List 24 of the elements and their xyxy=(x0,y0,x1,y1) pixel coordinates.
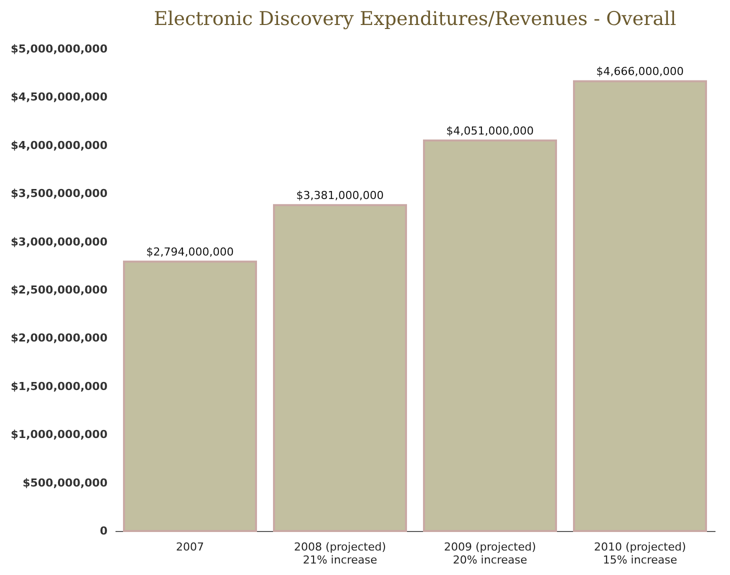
y-tick-label: $3,500,000,000 xyxy=(10,187,108,200)
x-tick-label: 2008 (projected) 21% increase xyxy=(294,540,386,566)
y-tick-label: $2,500,000,000 xyxy=(10,284,108,296)
y-tick-label: $4,000,000,000 xyxy=(10,138,108,152)
bar xyxy=(423,139,557,532)
bar xyxy=(273,204,407,532)
y-tick-label: 0 xyxy=(100,524,108,538)
x-tick-label: 2007 xyxy=(176,540,204,554)
data-label: $4,666,000,000 xyxy=(596,65,684,78)
y-tick-label: $1,500,000,000 xyxy=(10,380,108,393)
data-label: $3,381,000,000 xyxy=(296,189,384,202)
bar xyxy=(123,260,257,532)
bar xyxy=(573,80,707,532)
y-tick-label: $3,000,000,000 xyxy=(10,235,108,248)
data-label: $2,794,000,000 xyxy=(146,246,234,259)
y-tick-label: $5,000,000,000 xyxy=(10,42,108,56)
x-tick-label: 2010 (projected) 15% increase xyxy=(594,540,686,566)
y-tick-label: $4,500,000,000 xyxy=(10,90,108,104)
chart-title: Electronic Discovery Expenditures/Revenues - Overall xyxy=(154,8,676,30)
y-tick-label: $1,000,000,000 xyxy=(10,428,108,442)
x-tick-label: 2009 (projected) 20% increase xyxy=(444,540,536,566)
data-label: $4,051,000,000 xyxy=(446,124,534,138)
y-tick-label: $2,000,000,000 xyxy=(10,332,108,345)
y-tick-label: $500,000,000 xyxy=(22,476,108,490)
